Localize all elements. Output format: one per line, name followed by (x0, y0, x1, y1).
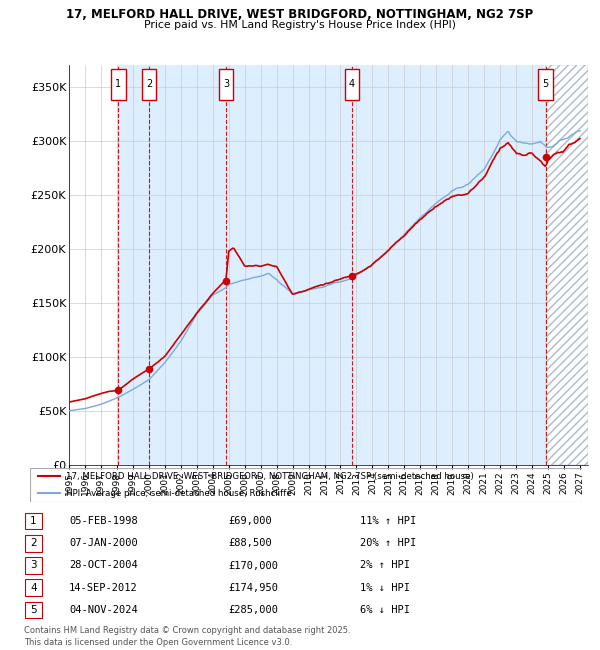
Text: 6% ↓ HPI: 6% ↓ HPI (360, 604, 410, 615)
Text: 3: 3 (30, 560, 37, 571)
Text: 2% ↑ HPI: 2% ↑ HPI (360, 560, 410, 571)
Text: 20% ↑ HPI: 20% ↑ HPI (360, 538, 416, 549)
FancyBboxPatch shape (111, 70, 125, 99)
Text: Contains HM Land Registry data © Crown copyright and database right 2025.: Contains HM Land Registry data © Crown c… (24, 626, 350, 635)
Bar (149, 65, 226, 465)
Text: 11% ↑ HPI: 11% ↑ HPI (360, 516, 416, 526)
Text: 05-FEB-1998: 05-FEB-1998 (69, 516, 138, 526)
Text: 28-OCT-2004: 28-OCT-2004 (69, 560, 138, 571)
Text: 17, MELFORD HALL DRIVE, WEST BRIDGFORD, NOTTINGHAM, NG2 7SP: 17, MELFORD HALL DRIVE, WEST BRIDGFORD, … (67, 8, 533, 21)
Text: This data is licensed under the Open Government Licence v3.0.: This data is licensed under the Open Gov… (24, 638, 292, 647)
Text: 1: 1 (115, 79, 121, 90)
Text: 5: 5 (30, 604, 37, 615)
Text: 17, MELFORD HALL DRIVE, WEST BRIDGFORD, NOTTINGHAM, NG2 7SP (semi-detached house: 17, MELFORD HALL DRIVE, WEST BRIDGFORD, … (66, 472, 473, 481)
Text: 4: 4 (349, 79, 355, 90)
Text: 4: 4 (30, 582, 37, 593)
Bar (545, 65, 588, 465)
Text: £88,500: £88,500 (228, 538, 272, 549)
Text: 5: 5 (542, 79, 548, 90)
Text: Price paid vs. HM Land Registry's House Price Index (HPI): Price paid vs. HM Land Registry's House … (144, 20, 456, 29)
Text: 07-JAN-2000: 07-JAN-2000 (69, 538, 138, 549)
Bar (545, 65, 588, 465)
Text: £285,000: £285,000 (228, 604, 278, 615)
FancyBboxPatch shape (142, 70, 157, 99)
Bar (118, 65, 149, 465)
Text: 14-SEP-2012: 14-SEP-2012 (69, 582, 138, 593)
Text: 1% ↓ HPI: 1% ↓ HPI (360, 582, 410, 593)
Text: 2: 2 (30, 538, 37, 549)
Text: 04-NOV-2024: 04-NOV-2024 (69, 604, 138, 615)
Text: £69,000: £69,000 (228, 516, 272, 526)
Text: HPI: Average price, semi-detached house, Rushcliffe: HPI: Average price, semi-detached house,… (66, 489, 292, 498)
Text: £174,950: £174,950 (228, 582, 278, 593)
FancyBboxPatch shape (538, 70, 553, 99)
Bar (352, 65, 545, 465)
Text: 2: 2 (146, 79, 152, 90)
Text: 3: 3 (223, 79, 229, 90)
Text: 1: 1 (30, 516, 37, 526)
Bar (226, 65, 352, 465)
Text: £170,000: £170,000 (228, 560, 278, 571)
FancyBboxPatch shape (344, 70, 359, 99)
FancyBboxPatch shape (219, 70, 233, 99)
